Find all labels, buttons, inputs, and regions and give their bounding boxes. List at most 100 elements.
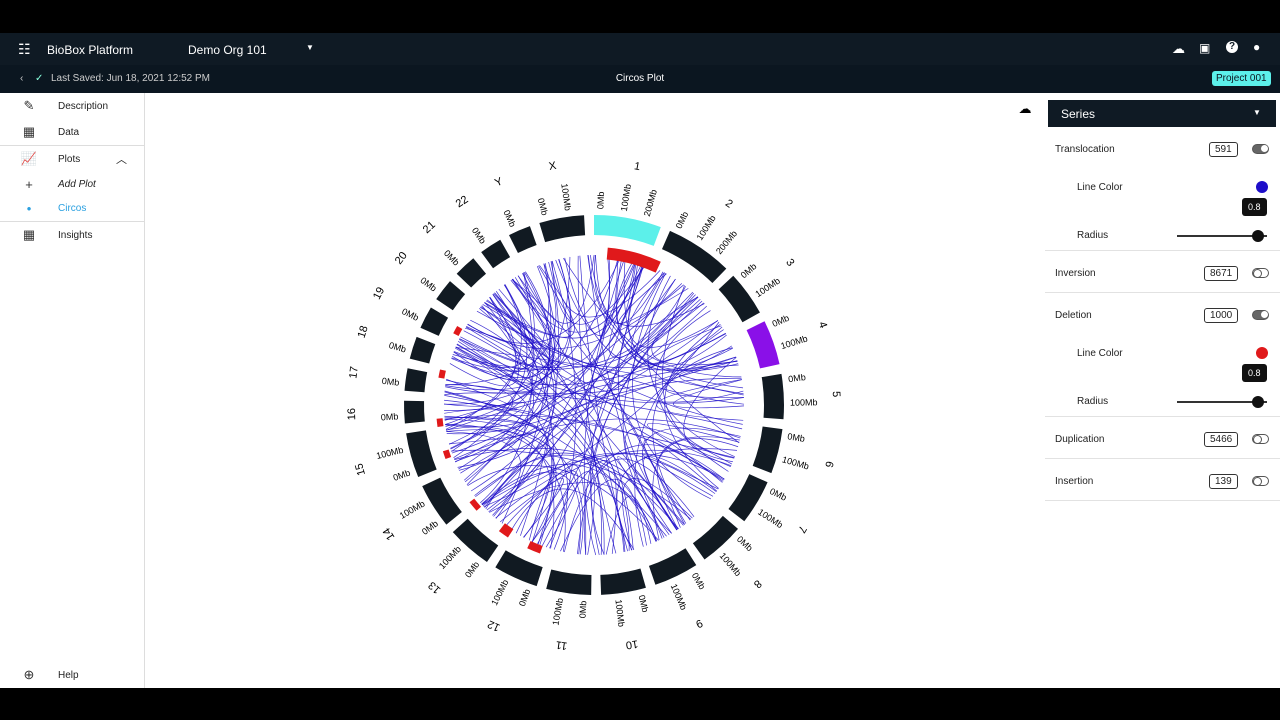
apps-icon[interactable]: ☷ xyxy=(18,41,31,57)
chromosome-label: 17 xyxy=(347,366,361,380)
user-icon[interactable]: ● xyxy=(1253,40,1261,54)
tick-label: 0Mb xyxy=(463,560,481,580)
chord xyxy=(628,263,719,348)
series-name: Insertion xyxy=(1055,476,1094,487)
chord xyxy=(446,426,555,549)
chromosome-band[interactable] xyxy=(509,226,537,253)
chord xyxy=(652,347,733,524)
chord xyxy=(455,347,553,538)
radius-thumb[interactable] xyxy=(1252,396,1264,408)
series-name: Translocation xyxy=(1055,144,1115,155)
chromosome-band[interactable] xyxy=(404,400,425,424)
chord xyxy=(445,263,557,386)
chromosome-band[interactable] xyxy=(600,568,646,595)
chromosome-band[interactable] xyxy=(728,474,768,522)
chromosome-band[interactable] xyxy=(436,281,466,311)
line-color-swatch[interactable] xyxy=(1256,347,1268,359)
deletion-block xyxy=(453,326,463,336)
help-item[interactable]: ⊕ Help xyxy=(0,662,144,688)
inbox-icon[interactable]: ▣ xyxy=(1199,41,1211,55)
app-name[interactable]: BioBox Platform xyxy=(47,43,134,57)
chromosome-label: 10 xyxy=(625,637,639,651)
chord xyxy=(522,254,595,324)
chord xyxy=(485,452,679,530)
chromosome-band[interactable] xyxy=(495,550,543,587)
chromosome-band[interactable] xyxy=(718,275,760,323)
tick-label: 0Mb xyxy=(788,372,807,384)
chord xyxy=(474,454,658,542)
org-caret[interactable]: ▼ xyxy=(306,43,314,52)
series-toggle[interactable] xyxy=(1252,268,1269,278)
tick-label: 100Mb xyxy=(718,551,743,578)
chromosome-band[interactable] xyxy=(594,215,661,246)
back-button[interactable]: ‹ xyxy=(20,73,24,84)
download-icon[interactable]: ☁ xyxy=(1019,101,1032,116)
help-label: Help xyxy=(58,669,79,681)
nav-label: Data xyxy=(58,126,80,138)
dropdown-label: Series xyxy=(1061,107,1096,121)
chromosome-band[interactable] xyxy=(404,368,428,393)
nav-item[interactable]: + Add Plot xyxy=(0,171,144,197)
chromosome-band[interactable] xyxy=(481,239,511,269)
deletion-block xyxy=(438,369,446,379)
chromosome-band[interactable] xyxy=(409,336,436,364)
divider xyxy=(1045,416,1280,417)
tick-label: 0Mb xyxy=(595,191,606,209)
radius-thumb[interactable] xyxy=(1252,230,1264,242)
deletion-block xyxy=(606,247,661,273)
tick-label: 100Mb xyxy=(437,544,463,571)
chord xyxy=(458,302,534,471)
tick-label: 0Mb xyxy=(768,486,788,503)
project-badge[interactable]: Project 001 xyxy=(1212,71,1271,86)
chord xyxy=(463,377,742,481)
series-toggle[interactable] xyxy=(1252,476,1269,486)
chromosome-band[interactable] xyxy=(452,518,499,562)
chromosome-band[interactable] xyxy=(661,230,727,284)
chromosome-band[interactable] xyxy=(539,215,586,243)
series-toggle[interactable] xyxy=(1252,310,1269,320)
chord xyxy=(459,338,663,539)
tick-label: 0Mb xyxy=(470,226,488,246)
chromosome-band[interactable] xyxy=(746,321,780,369)
chromosome-band[interactable] xyxy=(422,477,462,525)
chord xyxy=(446,431,522,516)
chromosome-band[interactable] xyxy=(752,426,783,474)
series-dropdown[interactable]: Series ▼ xyxy=(1048,100,1276,127)
chromosome-band[interactable] xyxy=(692,515,739,560)
tick-label: 0Mb xyxy=(381,411,399,422)
org-select[interactable]: Demo Org 101 xyxy=(188,43,267,57)
nav-item[interactable]: 📈 Plots ︿ xyxy=(0,145,144,172)
nav-icon: 📈 xyxy=(20,151,38,166)
series-toggle[interactable] xyxy=(1252,144,1269,154)
chord xyxy=(590,294,696,555)
chord xyxy=(444,395,735,458)
chromosome-band[interactable] xyxy=(456,258,487,288)
nav-item[interactable]: ▦ Insights xyxy=(0,221,144,248)
nav-item[interactable]: • Circos xyxy=(0,195,144,221)
line-color-swatch[interactable] xyxy=(1256,181,1268,193)
chromosome-band[interactable] xyxy=(546,569,592,595)
nav-label: Circos xyxy=(58,202,87,214)
radius-track xyxy=(1177,235,1267,237)
chord xyxy=(457,261,637,468)
chord xyxy=(481,471,581,555)
chord xyxy=(600,260,646,340)
series-name: Duplication xyxy=(1055,434,1105,445)
nav-item[interactable]: ▦ Data xyxy=(0,119,144,145)
chromosome-band[interactable] xyxy=(648,548,697,585)
chord xyxy=(484,260,636,339)
chord xyxy=(444,418,584,555)
nav-item[interactable]: ✎ Description xyxy=(0,93,144,119)
help-icon[interactable]: ? xyxy=(1226,41,1238,53)
chromosome-label: 5 xyxy=(830,391,842,398)
chromosome-band[interactable] xyxy=(406,430,437,478)
cloud-icon[interactable]: ☁ xyxy=(1172,41,1185,56)
chord xyxy=(608,262,701,358)
chord xyxy=(664,356,744,398)
chromosome-band[interactable] xyxy=(420,307,449,336)
series-toggle[interactable] xyxy=(1252,434,1269,444)
chromosome-band[interactable] xyxy=(761,373,785,420)
chromosome-label: 22 xyxy=(454,194,471,211)
